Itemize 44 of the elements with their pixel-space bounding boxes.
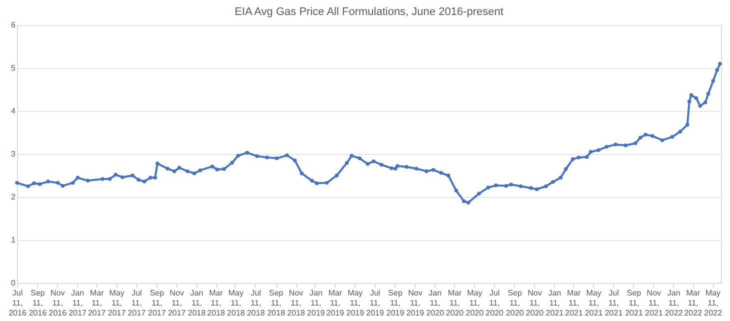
x-tick-label: Nov 11, 2017 — [168, 288, 186, 318]
x-tick-label: May 11, 2020 — [466, 288, 484, 318]
chart-title: EIA Avg Gas Price All Formulations, June 2016-present — [234, 6, 504, 18]
x-tick-label: Mar 11, 2021 — [565, 288, 584, 318]
x-tick-label: Jul 11, 2021 — [604, 288, 624, 318]
y-tick-label: 3 — [11, 150, 16, 158]
x-tick-label: Sep 11, 2020 — [506, 288, 524, 318]
x-tick-label: Jul 11, 2018 — [246, 288, 266, 318]
x-tick-label: Mar 11, 2017 — [88, 288, 106, 318]
x-tick-label: Nov 11, 2021 — [645, 288, 664, 318]
x-tick-label: Jul 11, 2019 — [366, 288, 384, 318]
x-tick-label: May 11, 2017 — [108, 288, 126, 318]
x-tick-label: Jan 11, 2022 — [664, 288, 684, 318]
x-tick-label: Jan 11, 2018 — [188, 288, 206, 318]
x-tick-label: Sep 11, 2016 — [28, 288, 48, 318]
x-tick-label: May 11, 2019 — [346, 288, 365, 318]
x-tick-label: May 11, 2021 — [584, 288, 604, 318]
x-tick-label: Sep 11, 2019 — [386, 288, 405, 318]
x-tick-label: Jan 11, 2017 — [68, 288, 88, 318]
y-tick-label: 2 — [11, 192, 16, 202]
x-tick-label: Mar 11, 2018 — [207, 288, 226, 318]
x-tick-label: Jan 11, 2021 — [546, 288, 564, 318]
y-tick-label: 1 — [11, 236, 16, 244]
x-tick-label: May 11, 2022 — [704, 288, 722, 318]
x-tick-label: Nov 11, 2020 — [526, 288, 544, 318]
x-tick-label: Sep 11, 2017 — [148, 288, 166, 318]
x-tick-label: Nov 11, 2018 — [287, 288, 306, 318]
y-tick-label: 0 — [11, 278, 16, 288]
x-tick-label: Sep 11, 2018 — [267, 288, 286, 318]
x-tick-label: Jul 11, 2020 — [486, 288, 504, 318]
x-tick-label: Nov 11, 2019 — [406, 288, 425, 318]
y-tick-label: 4 — [11, 106, 16, 116]
x-tick-label: Jan 11, 2020 — [426, 288, 445, 318]
x-tick-label: Sep 11, 2021 — [625, 288, 644, 318]
x-tick-label: Nov 11, 2016 — [48, 288, 68, 318]
x-tick-label: Jan 11, 2019 — [307, 288, 326, 318]
y-tick-label: 6 — [11, 20, 16, 30]
y-tick-label: 5 — [11, 64, 16, 72]
x-tick-label: Mar 11, 2019 — [326, 288, 345, 318]
x-tick-label: May 11, 2018 — [227, 288, 246, 318]
x-tick-label: Jul 11, 2016 — [8, 288, 27, 318]
x-tick-label: Mar 11, 2020 — [446, 288, 464, 318]
x-tick-label: Mar 11, 2022 — [684, 288, 703, 318]
x-tick-label: Jul 11, 2017 — [128, 288, 146, 318]
